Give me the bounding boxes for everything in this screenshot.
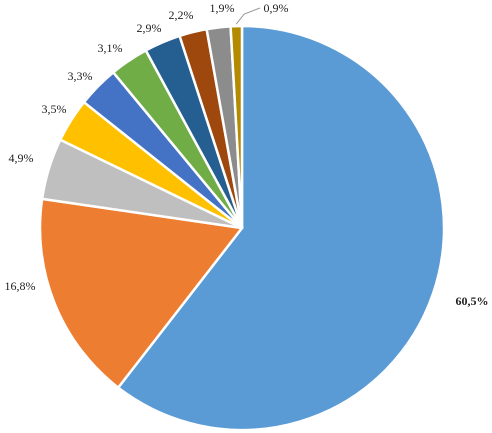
pie-slice-1 [116,24,446,432]
slice-label-2: 16,8% [5,279,36,293]
pie-slice-10 [229,24,244,230]
slice-label-3: 4,9% [9,151,34,165]
slice-label-1: 60,5% [456,294,489,308]
slice-label-6: 3,1% [98,41,123,55]
slice-label-7: 2,9% [137,21,162,35]
slice-label-10: 0,9% [264,1,289,15]
slice-label-5: 3,3% [68,69,93,83]
slice-label-9: 1,9% [210,1,235,15]
slice-label-4: 3,5% [42,102,67,116]
leader-lines [235,7,261,25]
slice-labels: 60,5% 16,8% 4,9% 3,5% 3,3% 3,1% 2,9% 2,2% 1,9% 0,… [5,1,489,308]
leader-line-10 [235,7,261,25]
pie-slices [38,24,446,432]
pie-slice-2 [38,197,244,389]
slice-label-8: 2,2% [169,8,194,22]
